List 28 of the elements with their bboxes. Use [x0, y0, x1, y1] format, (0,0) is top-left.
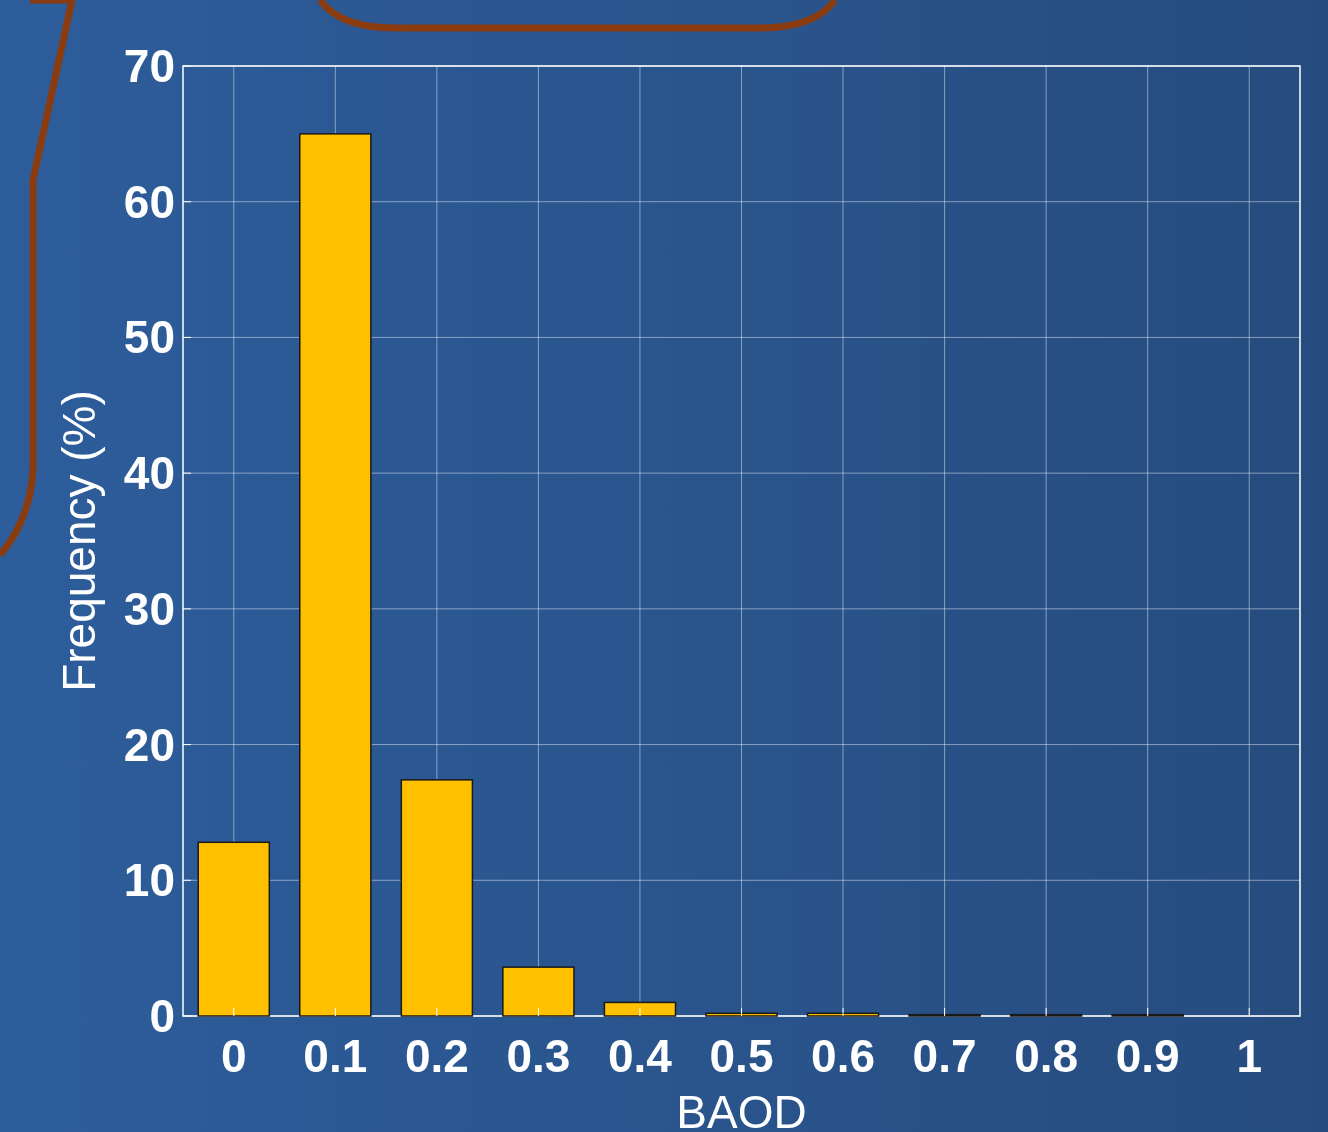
- x-tick-label: 1: [1236, 1030, 1263, 1082]
- bar: [197, 841, 271, 1017]
- y-tick-label: 70: [123, 40, 175, 92]
- y-tick-label: 10: [123, 854, 175, 907]
- bar: [806, 1012, 880, 1017]
- y-tick-label: 20: [123, 718, 175, 771]
- y-axis-title: Frequency (%): [53, 390, 105, 692]
- x-tick-label: 0.8: [1014, 1030, 1079, 1082]
- y-tick-label: 30: [123, 582, 175, 635]
- x-tick-label: 0.1: [303, 1030, 368, 1082]
- x-tick-label: 0: [220, 1030, 247, 1082]
- bar: [603, 1001, 677, 1017]
- x-tick-label: 0.9: [1115, 1030, 1180, 1082]
- x-axis-title: BAOD: [676, 1086, 807, 1132]
- bar: [705, 1012, 778, 1017]
- y-tick-label: 40: [123, 447, 175, 500]
- y-tick-label: 50: [123, 311, 175, 364]
- x-tick-label: 0.2: [404, 1030, 469, 1082]
- y-tick-label: 60: [123, 175, 175, 228]
- x-tick-label: 0.6: [811, 1030, 876, 1082]
- x-tick-label: 0.4: [607, 1030, 673, 1082]
- x-tick-label: 0.7: [912, 1030, 977, 1082]
- x-tick-label: 0.3: [506, 1030, 571, 1082]
- y-tick-label: 0: [149, 990, 175, 1042]
- bar: [299, 133, 372, 1017]
- bar: [400, 779, 474, 1017]
- x-tick-label: 0.5: [709, 1030, 774, 1082]
- bar: [502, 966, 575, 1017]
